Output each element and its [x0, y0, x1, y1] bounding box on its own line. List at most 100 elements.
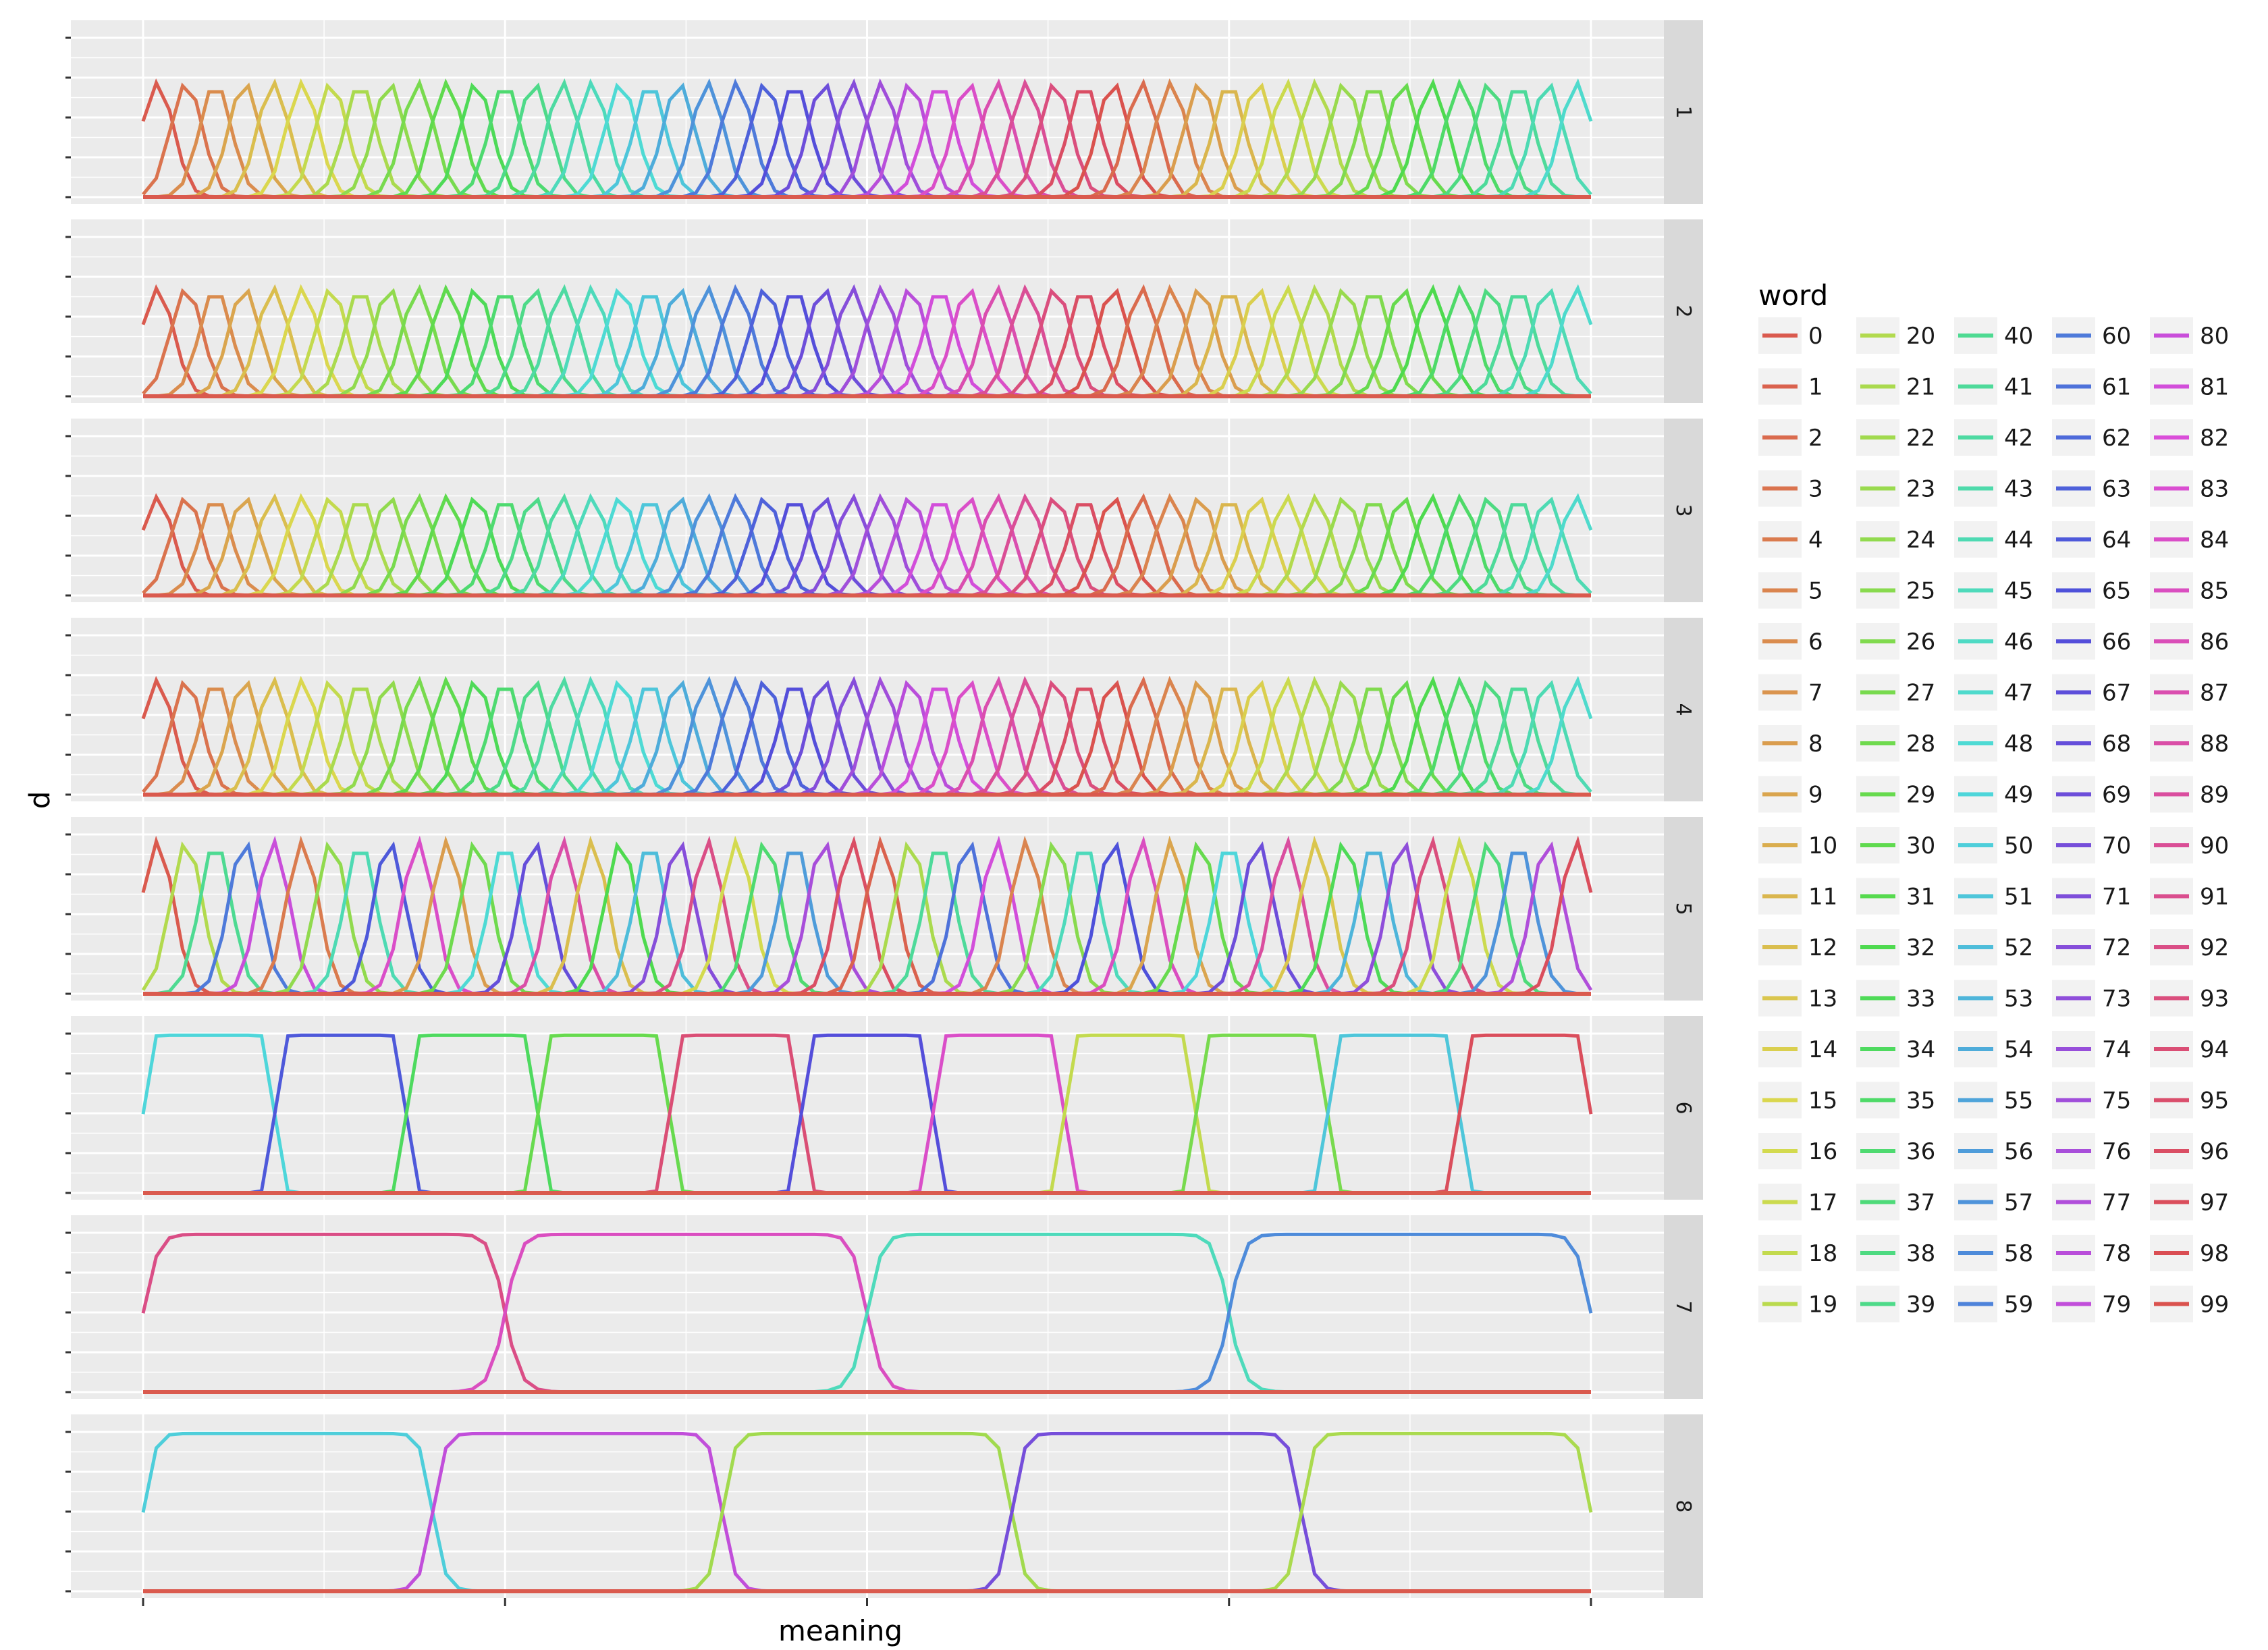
legend-label: 61: [2102, 374, 2131, 401]
legend-item: 67: [2052, 674, 2131, 711]
panel-strip: [1664, 1414, 1703, 1598]
legend-label: 72: [2102, 934, 2131, 961]
legend-item: 84: [2150, 521, 2229, 558]
legend-item: 40: [1954, 317, 2033, 354]
legend-item: 6: [1758, 623, 1823, 660]
legend-label: 24: [1906, 527, 1935, 554]
legend-label: 58: [2004, 1240, 2033, 1267]
legend-item: 0: [1758, 317, 1823, 354]
legend-label: 30: [1906, 832, 1935, 859]
legend-item: 9: [1758, 776, 1823, 813]
legend-label: 22: [1906, 425, 1935, 452]
legend-item: 16: [1758, 1133, 1837, 1169]
legend-label: 69: [2102, 782, 2131, 809]
legend-label: 70: [2102, 832, 2131, 859]
legend-label: 68: [2102, 730, 2131, 757]
legend-item: 77: [2052, 1183, 2131, 1221]
legend-label: 65: [2102, 578, 2131, 605]
legend-label: 15: [1808, 1088, 1837, 1115]
legend-item: 99: [2150, 1285, 2229, 1323]
legend-item: 12: [1758, 929, 1837, 965]
legend-label: 57: [2004, 1190, 2033, 1217]
legend-label: 80: [2200, 323, 2229, 350]
legend-label: 52: [2004, 934, 2033, 961]
legend-item: 76: [2052, 1133, 2131, 1169]
panel-strip: [1664, 1016, 1703, 1200]
legend-item: 83: [2150, 470, 2229, 507]
legend-item: 88: [2150, 725, 2229, 762]
legend-label: 40: [2004, 323, 2033, 350]
legend-item: 90: [2150, 827, 2229, 863]
legend-item: 44: [1954, 521, 2033, 558]
legend-item: 63: [2052, 470, 2131, 507]
legend-label: 96: [2200, 1138, 2229, 1165]
legend-item: 22: [1856, 419, 1935, 456]
legend-item: 5: [1758, 572, 1823, 609]
panel-strip: [1664, 1215, 1703, 1399]
legend-item: 13: [1758, 980, 1837, 1017]
legend-label: 37: [1906, 1190, 1935, 1217]
legend-item: 11: [1758, 878, 1837, 915]
legend-item: 80: [2150, 317, 2229, 354]
legend-item: 23: [1856, 470, 1935, 507]
legend-label: 53: [2004, 986, 2033, 1013]
legend-label: 9: [1808, 782, 1823, 809]
legend-item: 64: [2052, 521, 2131, 558]
legend-label: 38: [1906, 1240, 1935, 1267]
legend-label: 56: [2004, 1138, 2033, 1165]
panel-7: 7: [65, 1215, 1703, 1399]
legend-item: 65: [2052, 572, 2131, 609]
legend-label: 16: [1808, 1138, 1837, 1165]
legend-label: 18: [1808, 1240, 1837, 1267]
legend-label: 32: [1906, 934, 1935, 961]
legend-item: 33: [1856, 980, 1935, 1017]
panel-4: 4: [65, 618, 1703, 801]
legend-item: 50: [1954, 827, 2033, 863]
legend-item: 97: [2150, 1183, 2229, 1221]
legend-item: 93: [2150, 980, 2229, 1017]
panel-2: 2: [65, 219, 1703, 403]
legend-item: 10: [1758, 827, 1837, 863]
legend-item: 56: [1954, 1133, 2033, 1169]
legend-label: 89: [2200, 782, 2229, 809]
legend-label: 75: [2102, 1088, 2131, 1115]
legend-item: 66: [2052, 623, 2131, 660]
panel-strip: [1664, 419, 1703, 602]
legend-item: 17: [1758, 1183, 1837, 1221]
panel-strip: [1664, 618, 1703, 801]
legend-label: 50: [2004, 832, 2033, 859]
legend-item: 86: [2150, 623, 2229, 660]
legend-item: 45: [1954, 572, 2033, 609]
panels: 1 2 3 4 5 6 7 8: [65, 20, 1703, 1598]
legend-label: 64: [2102, 527, 2131, 554]
legend-label: 54: [2004, 1036, 2033, 1063]
legend-item: 36: [1856, 1133, 1935, 1169]
legend-label: 14: [1808, 1036, 1837, 1063]
legend-item: 37: [1856, 1183, 1935, 1221]
legend-label: 42: [2004, 425, 2033, 452]
legend-label: 29: [1906, 782, 1935, 809]
legend-label: 92: [2200, 934, 2229, 961]
legend-label: 33: [1906, 986, 1935, 1013]
panel-3: 3: [65, 419, 1703, 602]
panel-label: 8: [1671, 1499, 1695, 1512]
legend-item: 69: [2052, 776, 2131, 813]
legend-label: 62: [2102, 425, 2131, 452]
legend-label: 74: [2102, 1036, 2131, 1063]
legend-item: 62: [2052, 419, 2131, 456]
legend-item: 92: [2150, 929, 2229, 965]
legend-item: 61: [2052, 368, 2131, 405]
legend-label: 31: [1906, 884, 1935, 911]
legend-item: 73: [2052, 980, 2131, 1017]
legend-item: 96: [2150, 1133, 2229, 1169]
legend-item: 60: [2052, 317, 2131, 354]
legend-item: 71: [2052, 878, 2131, 915]
legend-item: 27: [1856, 674, 1935, 711]
legend-label: 36: [1906, 1138, 1935, 1165]
legend-label: 2: [1808, 425, 1823, 452]
legend-label: 35: [1906, 1088, 1935, 1115]
legend-label: 44: [2004, 527, 2033, 554]
legend-label: 55: [2004, 1088, 2033, 1115]
legend-label: 82: [2200, 425, 2229, 452]
legend-item: 34: [1856, 1031, 1935, 1067]
